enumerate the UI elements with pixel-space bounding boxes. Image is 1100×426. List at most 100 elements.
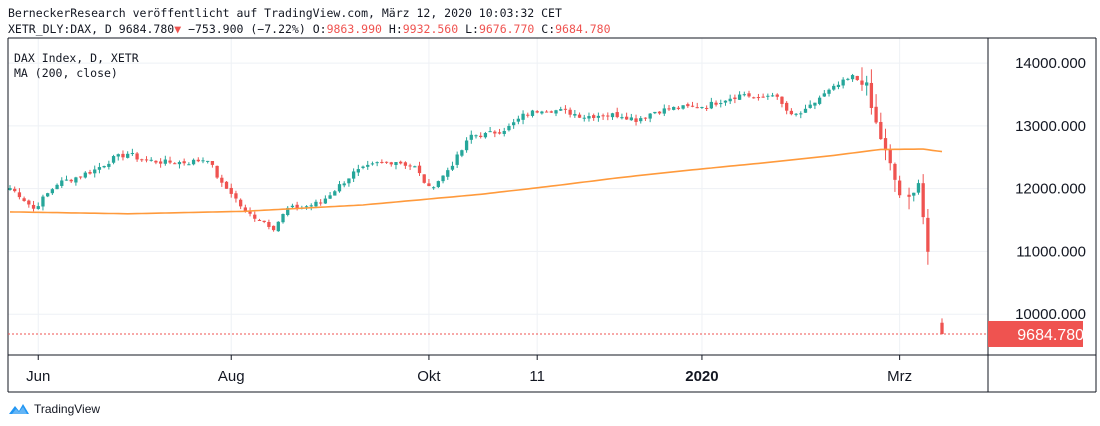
- candle-body: [111, 156, 116, 163]
- candle-body: [126, 153, 130, 158]
- candle-body: [337, 184, 342, 192]
- candle-body: [224, 181, 229, 189]
- candle-body: [121, 153, 125, 158]
- candle-body: [46, 193, 50, 197]
- candle-body: [135, 153, 139, 160]
- candle-body: [206, 160, 210, 162]
- candle-body: [620, 117, 624, 119]
- candle-body: [55, 184, 59, 190]
- candle-body: [238, 199, 243, 207]
- candle-body: [154, 160, 158, 163]
- candle-body: [455, 154, 459, 165]
- y-tick-label: 11000.000: [1016, 243, 1086, 260]
- candle-body: [130, 153, 135, 155]
- candle-body: [262, 220, 266, 222]
- candle-body: [714, 102, 718, 105]
- candle-body: [587, 116, 591, 119]
- candle-body: [140, 159, 144, 161]
- symbol-label: XETR_DLY:DAX, D: [8, 22, 112, 36]
- candle-body: [267, 222, 271, 227]
- candle-body: [41, 196, 45, 207]
- candle-body: [794, 113, 798, 115]
- candle-body: [229, 187, 233, 194]
- candle-body: [408, 165, 412, 167]
- candle-body: [526, 114, 530, 116]
- candle-body: [234, 193, 238, 199]
- close-value: 9684.780: [555, 22, 611, 36]
- candle-body: [662, 108, 666, 114]
- ohlc-header: XETR_DLY:DAX, D 9684.780▼ −753.900 (−7.2…: [8, 22, 611, 36]
- candle-body: [775, 94, 779, 97]
- candle-body: [88, 172, 92, 174]
- candle-body: [719, 103, 723, 105]
- low-label: L:: [465, 22, 479, 36]
- candle-body: [704, 107, 709, 109]
- y-tick-label: 14000.000: [1015, 55, 1086, 72]
- axes: 14000.000 13000.000 12000.000 11000.000 1000…: [7, 37, 1097, 393]
- tradingview-logo-icon: [9, 404, 29, 414]
- candle-body: [803, 108, 808, 113]
- candle-body: [577, 114, 582, 118]
- candle-body: [333, 191, 337, 196]
- candle-body: [187, 164, 191, 166]
- candle-body: [869, 82, 874, 108]
- candle-body: [686, 104, 690, 107]
- candle-body: [709, 101, 714, 109]
- candle-body: [60, 180, 64, 186]
- candle-body: [799, 113, 803, 115]
- candle-body: [855, 75, 859, 80]
- candle-body: [74, 177, 78, 183]
- candle-body: [893, 163, 897, 180]
- candle-body: [785, 102, 789, 111]
- candle-body: [850, 75, 855, 80]
- candle-body: [808, 104, 812, 108]
- candle-body: [766, 95, 770, 97]
- candle-body: [846, 78, 850, 80]
- candle-body: [639, 118, 643, 122]
- candle-body: [865, 82, 869, 86]
- candle-body: [883, 138, 888, 151]
- candle-body: [822, 93, 826, 97]
- candle-body: [733, 97, 737, 100]
- y-tick-label: 13000.000: [1015, 118, 1086, 135]
- candle-body: [69, 179, 73, 182]
- candle-body: [158, 161, 163, 164]
- candle-body: [366, 164, 370, 167]
- candle-body: [770, 95, 775, 97]
- tradingview-brand[interactable]: TradingView: [8, 402, 100, 416]
- candle-body: [493, 131, 497, 134]
- candle-body: [276, 221, 280, 232]
- candle-body: [243, 207, 248, 212]
- candle-body: [916, 183, 921, 193]
- candle-body: [516, 118, 521, 122]
- down-arrow-icon: ▼: [174, 22, 182, 36]
- candle-body: [177, 162, 182, 165]
- candle-body: [361, 166, 365, 168]
- close-label: C:: [541, 22, 556, 36]
- candle-body: [474, 135, 478, 137]
- open-value: 9863.990: [326, 22, 382, 36]
- candle-body: [248, 211, 252, 214]
- candle-body: [356, 169, 360, 173]
- candle-body: [700, 107, 704, 109]
- candle-body: [215, 165, 219, 178]
- candle-body: [64, 179, 69, 181]
- legend-series-label: DAX Index, D, XETR: [14, 51, 139, 65]
- grid-lines: [8, 38, 988, 355]
- moving-average-layer: [9, 148, 943, 215]
- candle-body: [512, 122, 516, 126]
- candle-body: [441, 175, 445, 182]
- candle-body: [554, 110, 558, 114]
- candle-body: [629, 117, 633, 121]
- candle-body: [483, 133, 488, 138]
- candle-body: [723, 100, 728, 103]
- candle-body: [737, 94, 742, 100]
- candle-body: [657, 111, 662, 114]
- candle-body: [549, 111, 553, 113]
- candle-body: [648, 113, 652, 119]
- candle-body: [319, 202, 323, 204]
- candle-body: [573, 113, 577, 116]
- candle-body: [196, 159, 200, 162]
- candle-body: [144, 159, 149, 161]
